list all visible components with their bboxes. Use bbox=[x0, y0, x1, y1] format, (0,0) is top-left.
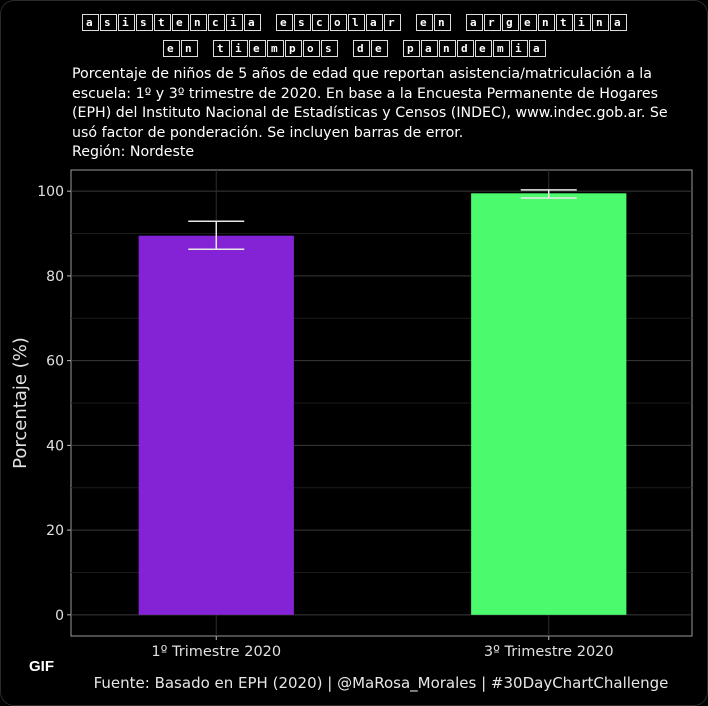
title-letter-tile: A bbox=[81, 14, 99, 31]
y-tick-label: 100 bbox=[37, 184, 64, 200]
title-letter-tile: a bbox=[243, 14, 261, 31]
title-letter-tile: e bbox=[519, 14, 537, 31]
title-letter-tile: n bbox=[189, 14, 207, 31]
x-tick-label: 1º Trimestre 2020 bbox=[151, 644, 281, 660]
bar bbox=[138, 235, 294, 615]
bar bbox=[471, 193, 627, 615]
y-tick-label: 40 bbox=[46, 438, 64, 454]
title-letter-tile: n bbox=[591, 14, 609, 31]
chart-subtitle: Porcentaje de niños de 5 años de edad qu… bbox=[72, 65, 692, 163]
title-letter-tile: d bbox=[352, 40, 370, 57]
source-caption: Fuente: Basado en EPH (2020) | @MaRosa_M… bbox=[93, 674, 669, 692]
title-letter-tile: e bbox=[171, 14, 189, 31]
y-axis-label: Porcentaje (%) bbox=[10, 337, 31, 469]
title-letter-tile: t bbox=[212, 40, 230, 57]
title-letter-tile: d bbox=[456, 40, 474, 57]
title-letter-tile: s bbox=[320, 40, 338, 57]
title-letter-tile: n bbox=[433, 14, 451, 31]
title-letter-tile: e bbox=[162, 40, 180, 57]
title-letter-tile: p bbox=[284, 40, 302, 57]
title-letter-tile: e bbox=[370, 40, 388, 57]
title-letter-tile: i bbox=[573, 14, 591, 31]
y-tick-label: 60 bbox=[46, 354, 64, 370]
y-tick-label: 0 bbox=[55, 608, 64, 624]
title-letter-tile: p bbox=[402, 40, 420, 57]
title-letter-tile: c bbox=[311, 14, 329, 31]
title-letter-tile: A bbox=[465, 14, 483, 31]
title-letter-tile: s bbox=[135, 14, 153, 31]
subtitle-line: Porcentaje de niños de 5 años de edad qu… bbox=[72, 66, 652, 82]
title-line-1: AsistenciaescolarenArgentina bbox=[0, 12, 708, 31]
title-letter-tile: r bbox=[383, 14, 401, 31]
title-letter-tile: i bbox=[117, 14, 135, 31]
title-letter-tile: l bbox=[347, 14, 365, 31]
title-letter-tile: c bbox=[207, 14, 225, 31]
subtitle-line: Región: Nordeste bbox=[72, 144, 195, 160]
subtitle-line: usó factor de ponderación. Se incluyen b… bbox=[72, 124, 464, 141]
title-letter-tile: a bbox=[420, 40, 438, 57]
y-tick-label: 80 bbox=[46, 269, 64, 285]
subtitle-line: escuela: 1º y 3º trimestre de 2020. En b… bbox=[72, 85, 658, 102]
title-letter-tile: e bbox=[474, 40, 492, 57]
y-tick-label: 20 bbox=[46, 523, 64, 539]
title-letter-tile: n bbox=[438, 40, 456, 57]
title-letter-tile: r bbox=[483, 14, 501, 31]
title-letter-tile: a bbox=[528, 40, 546, 57]
title-letter-tile: e bbox=[248, 40, 266, 57]
title-letter-tile: m bbox=[266, 40, 284, 57]
title-letter-tile: n bbox=[180, 40, 198, 57]
title-letter-tile: g bbox=[501, 14, 519, 31]
title-letter-tile: s bbox=[99, 14, 117, 31]
title-letter-tile: m bbox=[492, 40, 510, 57]
title-letter-tile: a bbox=[609, 14, 627, 31]
title-letter-tile: t bbox=[153, 14, 171, 31]
title-letter-tile: e bbox=[415, 14, 433, 31]
title-letter-tile: s bbox=[293, 14, 311, 31]
title-letter-tile: i bbox=[230, 40, 248, 57]
title-letter-tile: e bbox=[275, 14, 293, 31]
title-letter-tile: i bbox=[510, 40, 528, 57]
title-letter-tile: a bbox=[365, 14, 383, 31]
title-letter-tile: t bbox=[555, 14, 573, 31]
subtitle-line: (EPH) del Instituto Nacional de Estadíst… bbox=[72, 105, 668, 121]
x-tick-label: 3º Trimestre 2020 bbox=[484, 644, 614, 660]
title-letter-tile: n bbox=[537, 14, 555, 31]
title-letter-tile: o bbox=[302, 40, 320, 57]
title-letter-tile: i bbox=[225, 14, 243, 31]
title-letter-tile: o bbox=[329, 14, 347, 31]
gif-badge: GIF bbox=[29, 658, 54, 675]
